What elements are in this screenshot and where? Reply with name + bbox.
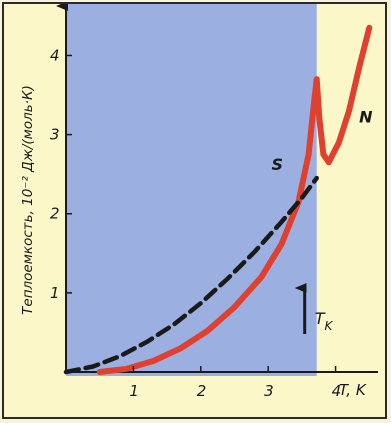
chart-frame: 1 2 3 4 1 2 3 4 Теплоемкость, 10⁻² Дж/(моль·К) T… <box>2 2 387 419</box>
x-tick-label: 3 <box>264 382 274 400</box>
x-tick-label: 4 <box>332 382 342 400</box>
x-tick-label: 1 <box>129 382 139 400</box>
y-tick-label: 1 <box>50 284 60 302</box>
y-tick-label: 2 <box>50 205 60 223</box>
x-axis-label: T, K <box>339 381 367 399</box>
y-axis-label: Теплоемкость, 10⁻² Дж/(моль·К) <box>20 85 36 315</box>
y-tick-label: 3 <box>50 126 60 144</box>
series-label-S: S <box>272 155 284 174</box>
y-tick-label: 4 <box>50 46 60 64</box>
x-tick-label: 2 <box>197 382 207 400</box>
tk-label: TK <box>315 309 334 333</box>
series-S-line <box>96 24 373 375</box>
series-label-N: N <box>359 108 373 127</box>
heat-capacity-chart: 1 2 3 4 1 2 3 4 Теплоемкость, 10⁻² Дж/(моль·К) T… <box>20 4 378 400</box>
superconducting-region <box>66 4 317 376</box>
series-N-line <box>63 175 319 375</box>
